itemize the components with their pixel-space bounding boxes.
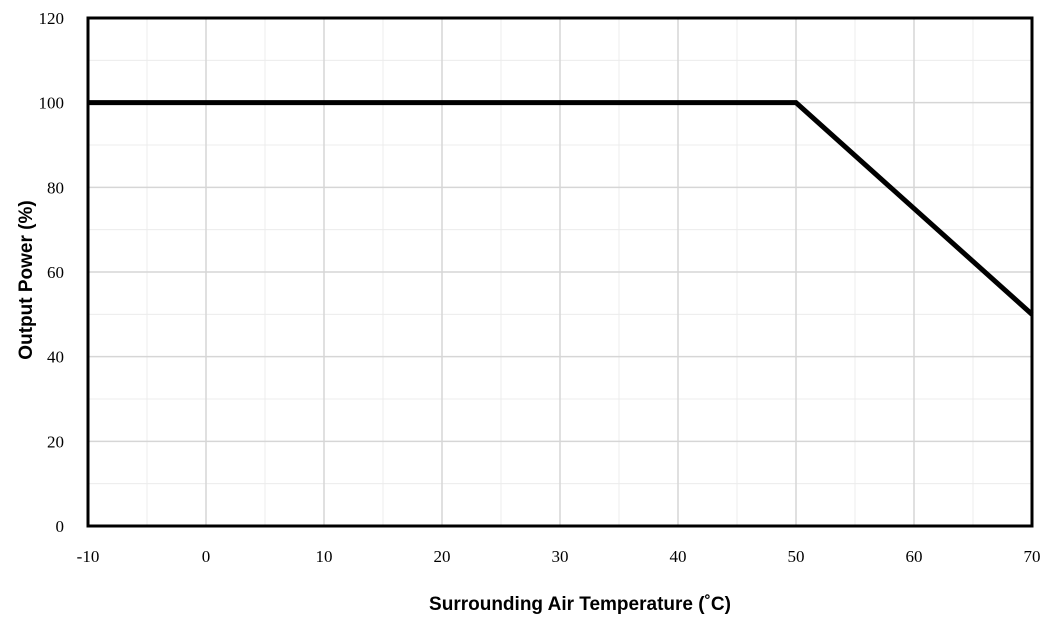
- y-tick-label: 80: [47, 178, 64, 197]
- y-tick-label: 60: [47, 263, 64, 282]
- x-tick-label: 70: [1024, 547, 1041, 566]
- y-tick-label: 120: [39, 9, 65, 28]
- series-line: [88, 100, 1034, 317]
- y-tick-label: 0: [56, 517, 65, 536]
- x-tick-label: 0: [202, 547, 211, 566]
- y-axis-title: Output Power (%): [16, 200, 37, 359]
- x-tick-label: 60: [906, 547, 923, 566]
- y-tick-label: 40: [47, 348, 64, 367]
- series-layer: [88, 100, 1034, 317]
- y-axis-ticks: 0 20 40 60 80 100 120: [39, 9, 65, 536]
- y-tick-label: 20: [47, 432, 64, 451]
- gridlines: [88, 18, 1032, 526]
- x-tick-label: 40: [670, 547, 687, 566]
- x-axis-ticks: -10 0 10 20 30 40 50 60 70: [77, 547, 1041, 566]
- x-tick-label: 10: [316, 547, 333, 566]
- plot-area-frame: [86, 16, 1034, 528]
- x-tick-label: 50: [788, 547, 805, 566]
- x-tick-label: 20: [434, 547, 451, 566]
- y-tick-label: 100: [39, 94, 65, 113]
- x-axis-title: Surrounding Air Temperature (˚C): [429, 594, 731, 615]
- x-tick-label: 30: [552, 547, 569, 566]
- x-tick-label: -10: [77, 547, 100, 566]
